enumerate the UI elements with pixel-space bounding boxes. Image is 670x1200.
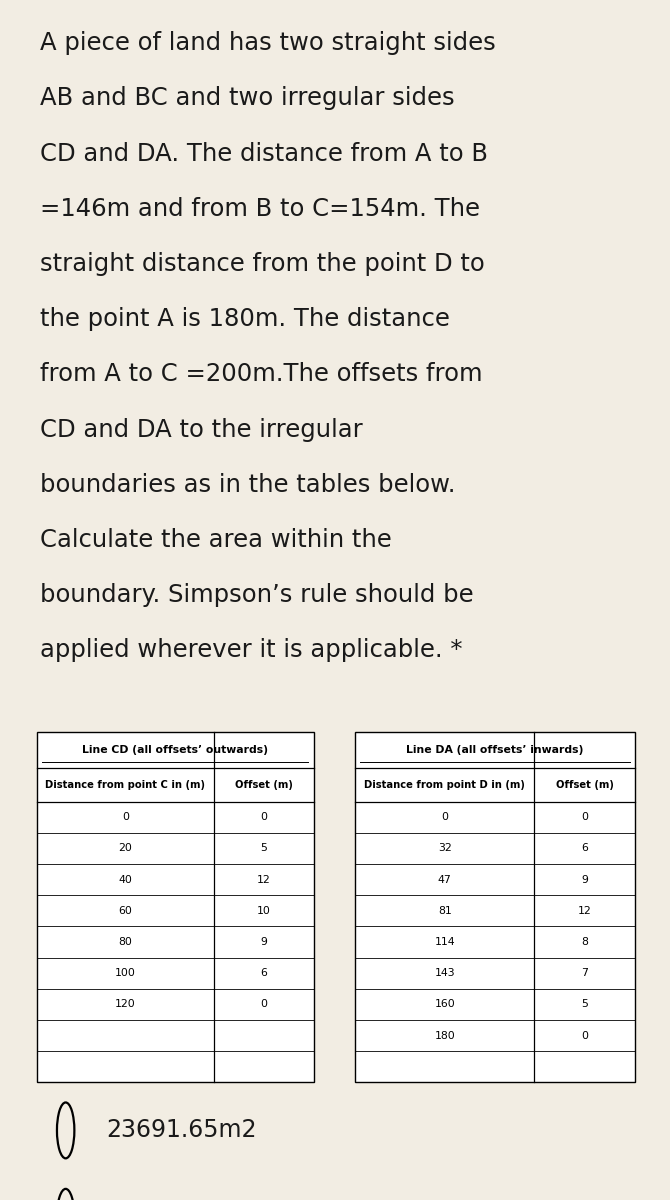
Text: 120: 120 [115, 1000, 136, 1009]
Text: 32: 32 [438, 844, 452, 853]
Text: 12: 12 [257, 875, 271, 884]
Text: 47: 47 [438, 875, 452, 884]
Text: 0: 0 [442, 812, 448, 822]
Text: 9: 9 [582, 875, 588, 884]
Text: Offset (m): Offset (m) [556, 780, 614, 790]
Text: Calculate the area within the: Calculate the area within the [40, 528, 392, 552]
Text: 114: 114 [434, 937, 455, 947]
Text: 5: 5 [261, 844, 267, 853]
Text: 10: 10 [257, 906, 271, 916]
Text: 6: 6 [261, 968, 267, 978]
Text: 9: 9 [261, 937, 267, 947]
Text: boundary. Simpson’s rule should be: boundary. Simpson’s rule should be [40, 583, 474, 607]
Bar [37, 732, 314, 1082]
Text: 20: 20 [119, 844, 133, 853]
Text: 12: 12 [578, 906, 592, 916]
Text: 8: 8 [582, 937, 588, 947]
Text: 180: 180 [434, 1031, 455, 1040]
Text: CD and DA to the irregular: CD and DA to the irregular [40, 418, 363, 442]
Text: from A to C =200m.The offsets from: from A to C =200m.The offsets from [40, 362, 482, 386]
Text: 0: 0 [260, 1000, 267, 1009]
Text: 7: 7 [582, 968, 588, 978]
Text: 5: 5 [582, 1000, 588, 1009]
Text: Line DA (all offsets’ inwards): Line DA (all offsets’ inwards) [407, 745, 584, 755]
Text: 0: 0 [582, 812, 588, 822]
Text: Distance from point D in (m): Distance from point D in (m) [364, 780, 525, 790]
Text: 160: 160 [434, 1000, 455, 1009]
Text: 0: 0 [260, 812, 267, 822]
Text: 23691.65m2: 23691.65m2 [106, 1118, 257, 1142]
Text: 6: 6 [582, 844, 588, 853]
Text: Line CD (all offsets’ outwards): Line CD (all offsets’ outwards) [82, 745, 268, 755]
Text: 0: 0 [582, 1031, 588, 1040]
Text: Offset (m): Offset (m) [234, 780, 293, 790]
Text: boundaries as in the tables below.: boundaries as in the tables below. [40, 473, 456, 497]
Text: 81: 81 [438, 906, 452, 916]
Text: 100: 100 [115, 968, 136, 978]
Bar [355, 732, 635, 1082]
Text: 80: 80 [119, 937, 133, 947]
Text: AB and BC and two irregular sides: AB and BC and two irregular sides [40, 86, 455, 110]
Text: 143: 143 [434, 968, 455, 978]
Text: straight distance from the point D to: straight distance from the point D to [40, 252, 485, 276]
Text: =146m and from B to C=154m. The: =146m and from B to C=154m. The [40, 197, 480, 221]
Text: CD and DA. The distance from A to B: CD and DA. The distance from A to B [40, 142, 488, 166]
Text: the point A is 180m. The distance: the point A is 180m. The distance [40, 307, 450, 331]
Text: 0: 0 [122, 812, 129, 822]
Text: A piece of land has two straight sides: A piece of land has two straight sides [40, 31, 496, 55]
Text: 40: 40 [119, 875, 133, 884]
Text: applied wherever it is applicable. *: applied wherever it is applicable. * [40, 638, 463, 662]
Text: Distance from point C in (m): Distance from point C in (m) [46, 780, 206, 790]
Text: 60: 60 [119, 906, 133, 916]
